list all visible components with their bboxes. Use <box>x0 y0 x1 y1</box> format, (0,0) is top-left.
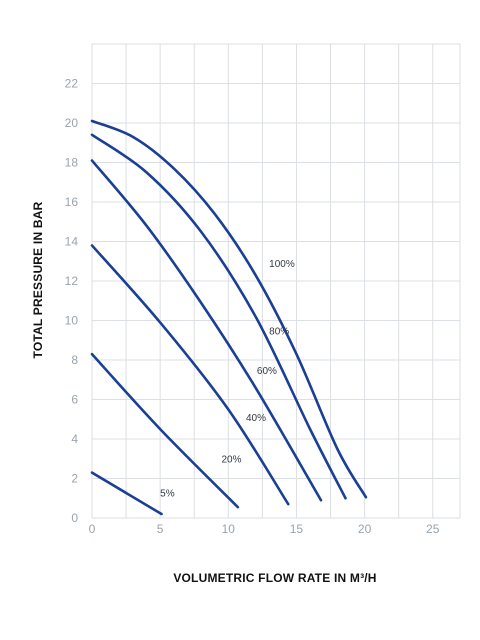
x-tick-label: 20 <box>358 522 372 536</box>
y-tick-label: 14 <box>65 235 79 249</box>
y-tick-label: 0 <box>71 511 78 525</box>
y-tick-label: 2 <box>71 472 78 486</box>
series-label-80-percent: 80% <box>269 326 289 337</box>
y-tick-label: 12 <box>65 274 79 288</box>
series-label-40-percent: 40% <box>246 413 266 424</box>
x-tick-label: 5 <box>157 522 164 536</box>
series-line-40-percent <box>90 244 290 506</box>
x-axis-ticks: 0 5 10 15 20 25 <box>89 522 440 536</box>
series-line-80-percent <box>90 133 347 500</box>
series-line-20-percent <box>90 352 240 509</box>
y-axis-ticks: 0 2 4 6 8 10 12 14 16 18 20 22 <box>65 77 79 526</box>
y-tick-label: 6 <box>71 393 78 407</box>
series-line-100-percent <box>90 119 368 499</box>
series-label-5-percent: 5% <box>160 488 175 499</box>
y-tick-label: 22 <box>65 77 79 91</box>
x-tick-label: 0 <box>89 522 96 536</box>
y-tick-label: 20 <box>65 116 79 130</box>
series-line-60-percent <box>90 159 323 502</box>
y-tick-label: 18 <box>65 156 79 170</box>
y-tick-label: 10 <box>65 314 79 328</box>
series-labels: 5% 20% 40% 60% 80% 100% <box>160 259 295 499</box>
y-axis-title: TOTAL PRESSURE IN BAR <box>31 201 45 358</box>
series-label-20-percent: 20% <box>221 455 241 466</box>
series-label-60-percent: 60% <box>257 366 277 377</box>
series-line-5-percent <box>90 471 163 516</box>
x-tick-label: 25 <box>426 522 440 536</box>
y-tick-label: 16 <box>65 195 79 209</box>
x-tick-label: 15 <box>290 522 304 536</box>
grid <box>91 43 461 519</box>
x-axis-title: VOLUMETRIC FLOW RATE IN M³/H <box>173 571 376 585</box>
y-tick-label: 4 <box>71 432 78 446</box>
y-tick-label: 8 <box>71 353 78 367</box>
x-tick-label: 10 <box>222 522 236 536</box>
series-lines <box>90 119 368 516</box>
series-label-100-percent: 100% <box>269 259 295 270</box>
